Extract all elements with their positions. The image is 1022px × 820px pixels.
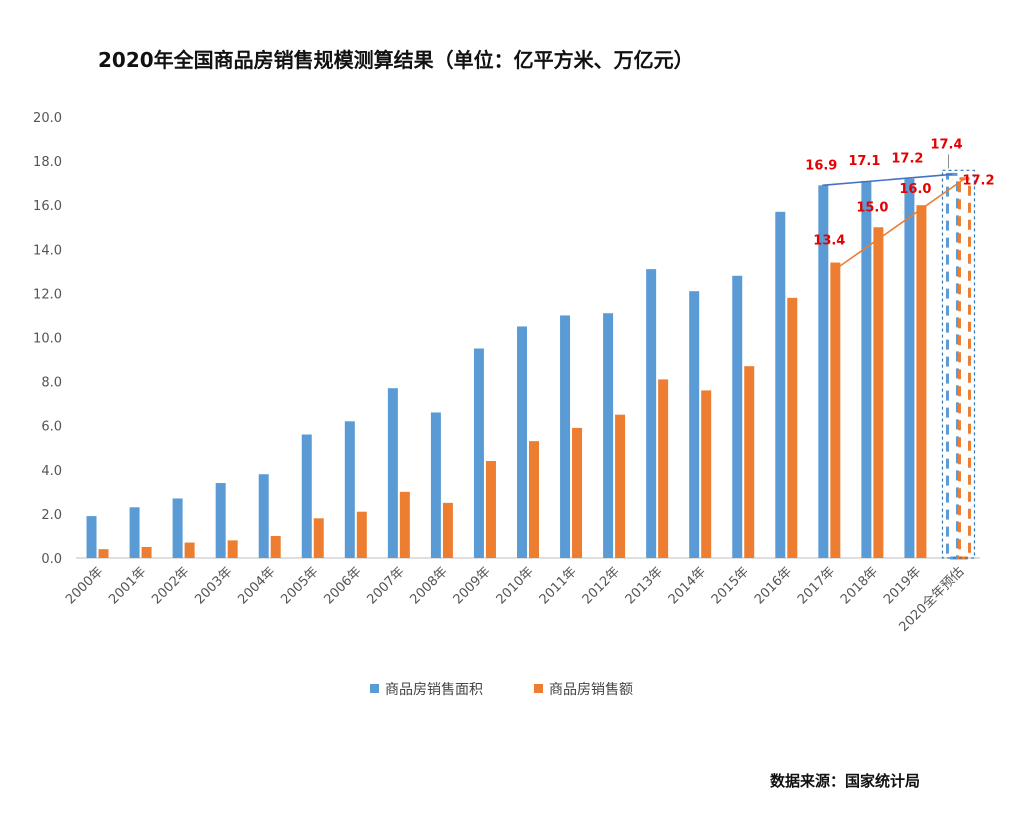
bar-sales (658, 379, 669, 558)
y-tick-label: 0.0 (41, 552, 62, 567)
bar-sales (529, 441, 539, 558)
bar-sales (399, 491, 410, 558)
x-tick-label: 2006年 (321, 564, 364, 607)
x-tick-label: 2010年 (494, 564, 537, 607)
bar-area (86, 516, 97, 558)
bar-series-group (86, 169, 976, 560)
data-label: 17.2 (891, 152, 923, 167)
bar-area (646, 269, 657, 558)
y-tick-label: 20.0 (33, 111, 62, 126)
x-tick-label: 2002年 (149, 564, 192, 607)
forecast-bar-area (945, 172, 959, 560)
bar-area (172, 498, 183, 558)
bar-sales (313, 518, 324, 558)
bar-sales (98, 549, 109, 558)
x-axis: 2000年 2001年 2002年 2003年 2004年 2005年 2006年 2007年… (63, 557, 980, 635)
forecast-bar-sales (957, 177, 971, 560)
y-tick-label: 14.0 (33, 243, 62, 258)
y-tick-label: 10.0 (33, 332, 62, 347)
x-tick-label: 2011年 (537, 564, 580, 607)
data-label: 17.4 (930, 137, 962, 152)
data-label: 13.4 (813, 234, 845, 249)
trend-line-sales (831, 178, 965, 273)
data-labels: 16.9 17.1 17.2 17.4 13.4 15.0 16.0 17.2 (805, 137, 994, 248)
legend: 商品房销售面积 商品房销售额 (370, 682, 633, 698)
x-tick-label: 2017年 (795, 564, 838, 607)
x-tick-label: 2013年 (623, 564, 666, 607)
bar-area (517, 326, 527, 558)
bar-sales (227, 540, 238, 558)
x-tick-label: 2000年 (63, 564, 106, 607)
bar-area (818, 185, 829, 559)
x-tick-label: 2003年 (192, 564, 235, 607)
bar-area (689, 291, 700, 558)
data-label: 17.2 (962, 174, 994, 189)
bar-area (473, 348, 484, 558)
bar-area (387, 388, 398, 558)
bar-area (430, 412, 441, 558)
bar-sales (873, 227, 884, 558)
bar-sales (572, 427, 583, 558)
bar-sales (141, 546, 152, 558)
trend-lines (822, 173, 965, 273)
bar-sales (184, 542, 195, 558)
bar-sales (916, 205, 927, 558)
trend-line-area (822, 173, 953, 187)
bar-sales (787, 297, 798, 558)
bar-area (215, 483, 226, 558)
y-tick-label: 8.0 (41, 376, 62, 391)
legend-swatch-sales (534, 684, 543, 693)
bar-area (775, 211, 786, 558)
x-tick-label: 2019年 (881, 564, 924, 607)
x-tick-label: 2012年 (580, 564, 623, 607)
bar-sales (744, 366, 755, 558)
y-tick-label: 6.0 (41, 420, 62, 435)
x-tick-label: 2004年 (235, 564, 278, 607)
bar-area (861, 180, 872, 558)
x-tick-label: 2016年 (752, 564, 795, 607)
bar-area (560, 315, 571, 558)
data-label: 16.9 (805, 158, 837, 173)
x-tick-label: 2005年 (278, 564, 321, 607)
x-tick-label: 2008年 (408, 564, 451, 607)
bar-sales (442, 502, 453, 558)
source-note: 数据来源：国家统计局 (770, 772, 921, 790)
bar-area (603, 313, 614, 558)
x-tick-label: 2007年 (364, 564, 407, 607)
y-tick-label: 18.0 (33, 155, 62, 170)
bar-area (732, 275, 743, 558)
x-tick-label: 2009年 (451, 564, 494, 607)
y-tick-label: 2.0 (41, 508, 62, 523)
bar-sales (830, 262, 841, 558)
x-tick-label: 2018年 (838, 564, 881, 607)
y-tick-label: 4.0 (41, 464, 62, 479)
x-tick-label: 2001年 (106, 564, 149, 607)
bar-sales (485, 460, 496, 558)
bar-area (258, 474, 269, 558)
x-tick-label: 2015年 (709, 564, 752, 607)
y-axis: 0.0 2.0 4.0 6.0 8.0 10.0 12.0 14.0 16.0 18.0 20.0 (33, 111, 62, 567)
y-tick-label: 12.0 (33, 287, 62, 302)
x-tick-label: 2014年 (666, 564, 709, 607)
bar-area (904, 178, 915, 559)
data-label: 15.0 (856, 200, 888, 215)
bar-sales (270, 535, 281, 558)
chart-title: 2020年全国商品房销售规模测算结果（单位：亿平方米、万亿元） (98, 48, 694, 72)
bar-sales (701, 390, 712, 558)
bar-sales (356, 511, 367, 558)
bar-area (301, 434, 312, 558)
legend-label-area: 商品房销售面积 (385, 682, 483, 698)
y-tick-label: 16.0 (33, 199, 62, 214)
bar-sales (615, 414, 626, 558)
data-label: 17.1 (848, 154, 880, 169)
data-label: 16.0 (899, 182, 931, 197)
bar-area (344, 421, 355, 558)
bar-area (129, 507, 140, 558)
legend-label-sales: 商品房销售额 (549, 682, 633, 698)
legend-swatch-area (370, 684, 379, 693)
